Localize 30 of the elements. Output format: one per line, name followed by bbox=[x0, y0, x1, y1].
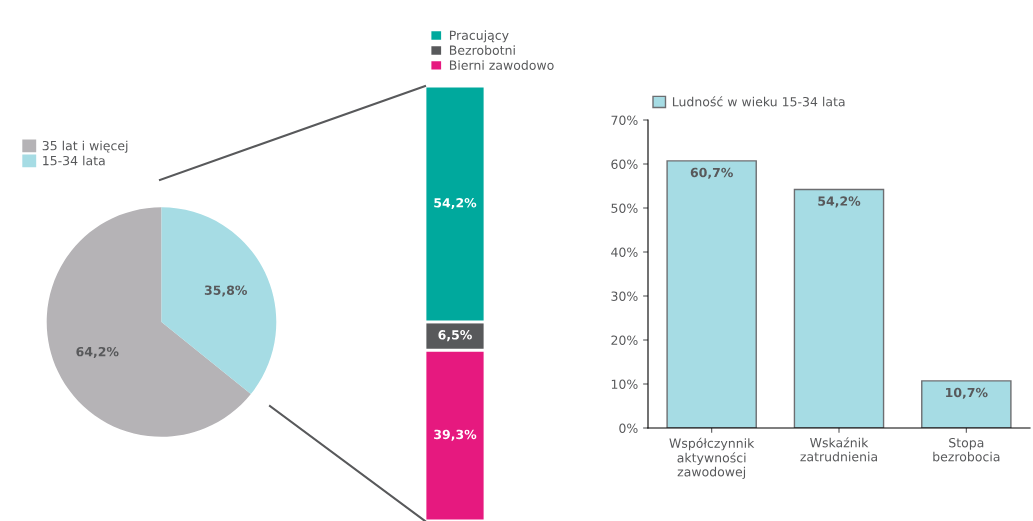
legend-label: Bezrobotni bbox=[449, 45, 515, 55]
y-tick-label: 70% bbox=[611, 115, 638, 125]
y-tick-label: 10% bbox=[611, 379, 638, 389]
pie-slice bbox=[46, 207, 251, 437]
y-tick-label: 0% bbox=[619, 423, 638, 433]
legend-label: Pracujący bbox=[449, 30, 509, 43]
legend-label: Bierni zawodowo bbox=[449, 60, 554, 70]
data-label: 64,2% bbox=[76, 346, 119, 358]
data-label: 54,2% bbox=[818, 196, 861, 208]
legend-label: Ludność w wieku 15-34 lata bbox=[672, 96, 845, 107]
x-tick-label: Stopa bezrobocia bbox=[933, 437, 1000, 462]
legend-label: 15-34 lata bbox=[43, 155, 105, 166]
y-tick-label: 50% bbox=[611, 203, 638, 213]
pie-slice bbox=[161, 207, 277, 395]
x-tick-label: Wskaźnik zatrudnienia bbox=[800, 437, 877, 462]
bar bbox=[921, 380, 1012, 428]
data-label: 60,7% bbox=[690, 167, 733, 179]
x-tick-label: Współczynnik aktywności zawodowej bbox=[669, 437, 755, 479]
y-tick-label: 40% bbox=[611, 247, 638, 257]
data-label: 54,2% bbox=[434, 198, 477, 210]
y-tick-label: 20% bbox=[611, 335, 638, 345]
data-label: 10,7% bbox=[946, 387, 988, 399]
y-tick-label: 60% bbox=[611, 159, 638, 169]
data-label: 35,8% bbox=[204, 285, 247, 297]
y-tick-label: 30% bbox=[611, 291, 638, 301]
legend-label: 35 lat i więcej bbox=[42, 140, 128, 153]
data-label: 39,3% bbox=[434, 429, 477, 441]
bar bbox=[793, 188, 885, 428]
data-label: 6,5% bbox=[438, 330, 472, 342]
bar bbox=[666, 160, 757, 428]
